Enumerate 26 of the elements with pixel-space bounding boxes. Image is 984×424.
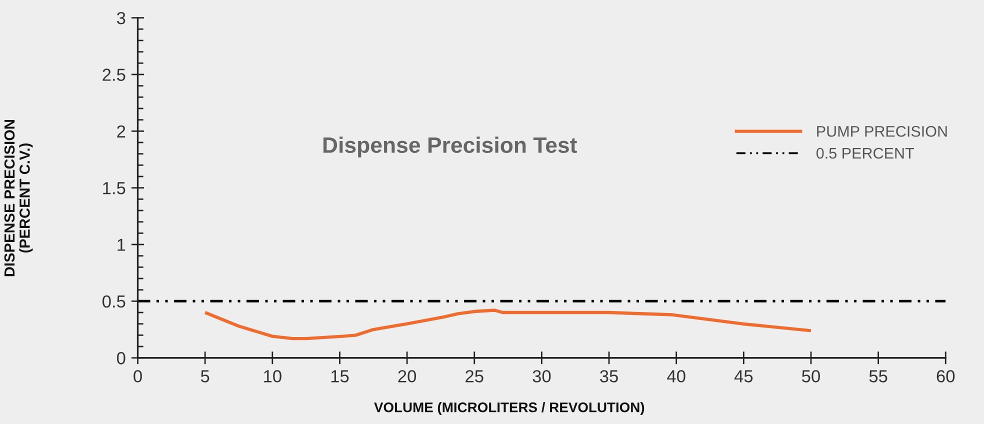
x-tick-label: 10 (264, 370, 282, 382)
text: Dispense Precision Test (323, 136, 577, 158)
x-axis-title: VOLUME (MICROLITERS / REVOLUTION) (374, 402, 644, 416)
x-tick-label: 15 (331, 370, 349, 382)
y-tick-label: 0.5 (102, 295, 126, 308)
y-tick-label: 1.5 (103, 182, 126, 194)
y-tick-label: 2.5 (102, 68, 126, 81)
x-tick-label: 20 (398, 370, 416, 382)
x-tick-label: 35 (600, 370, 618, 382)
x-tick-label: 40 (667, 370, 686, 382)
x-tick-label: 25 (466, 370, 484, 382)
x-tick-label: 50 (802, 370, 820, 382)
y-tick-label: 1 (118, 238, 126, 251)
line-series (203, 308, 813, 340)
x-tick-label: 30 (532, 370, 551, 382)
x-tick-label: 0 (134, 370, 142, 382)
x-tick-label: 45 (734, 370, 753, 382)
legend-label: 0.5 PERCENT (816, 148, 914, 159)
y-tick-label: 0 (116, 352, 126, 364)
x-tick-label: 55 (869, 370, 888, 382)
legend-label: PUMP PRECISION (817, 126, 947, 137)
y-tick-label: 3 (116, 12, 126, 24)
x-tick-label: 60 (936, 370, 955, 382)
y-tick-label: 2 (117, 125, 126, 138)
y-axis-title: DISPENSE PRECISION (PERCENT C.V.) (4, 120, 33, 276)
x-tick-label: 5 (200, 370, 210, 382)
